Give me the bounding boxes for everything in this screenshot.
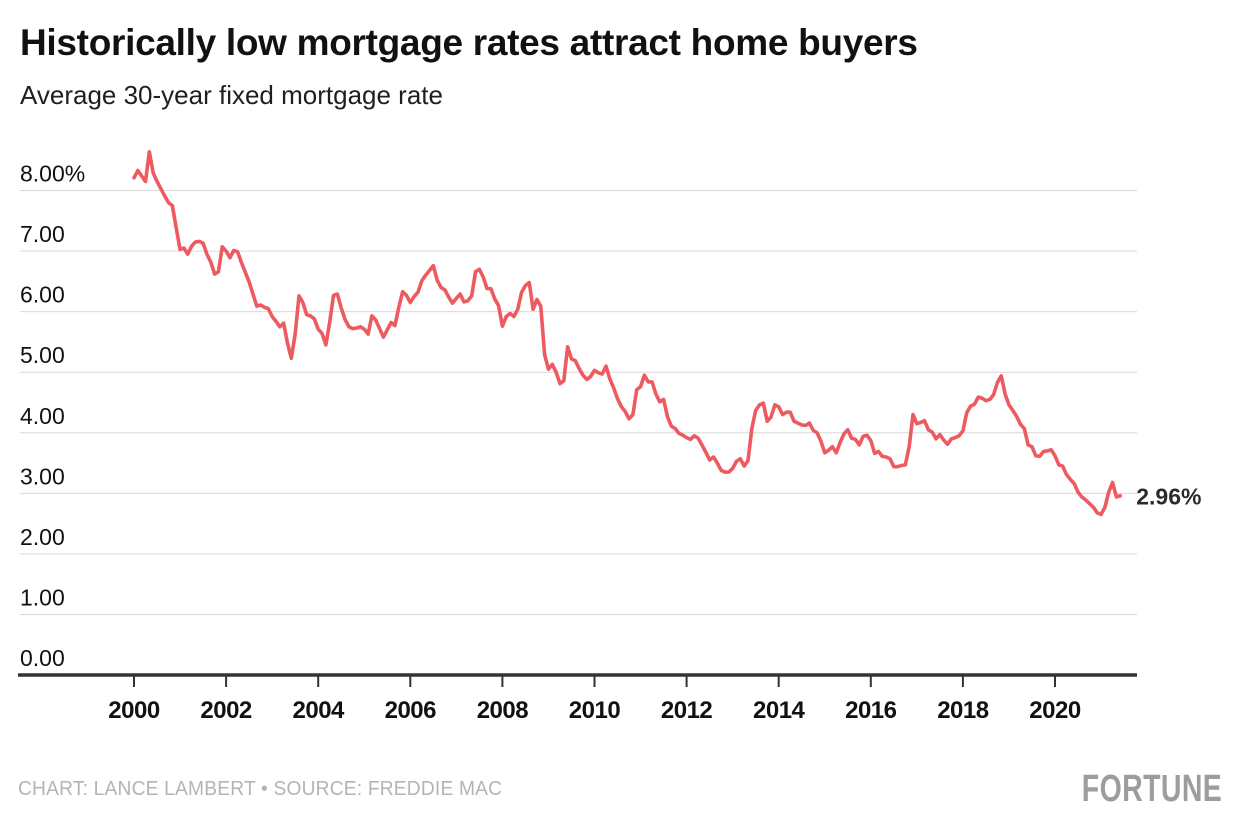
y-axis-label: 8.00% [20,161,85,187]
x-axis-label: 2020 [1029,697,1081,724]
x-axis-label: 2006 [385,697,437,724]
y-axis-label: 6.00 [20,282,65,308]
fortune-logo: FORTUNE [1081,768,1222,810]
x-axis-label: 2016 [845,697,897,724]
x-axis-label: 2014 [753,697,806,724]
chart-credit: CHART: LANCE LAMBERT • SOURCE: FREDDIE M… [18,778,503,800]
x-axis-label: 2008 [477,697,529,724]
y-axis-label: 2.00 [20,524,65,550]
chart-subtitle: Average 30-year fixed mortgage rate [20,80,443,110]
rate-line [132,149,1123,517]
y-axis-label: 1.00 [20,584,65,610]
x-axis-label: 2018 [937,697,989,724]
x-axis-label: 2012 [661,697,713,724]
y-axis-label: 5.00 [20,342,65,368]
y-axis-label: 3.00 [20,463,65,489]
x-axis-label: 2000 [108,697,160,724]
x-axis-label: 2002 [200,697,252,724]
chart-title: Historically low mortgage rates attract … [20,22,918,63]
x-axis-label: 2004 [293,697,346,724]
y-axis-label: 4.00 [20,403,65,429]
x-axis-label: 2010 [569,697,621,724]
y-axis-label: 7.00 [20,221,65,247]
end-value-label: 2.96% [1136,484,1201,510]
y-axis-label: 0.00 [20,645,65,671]
